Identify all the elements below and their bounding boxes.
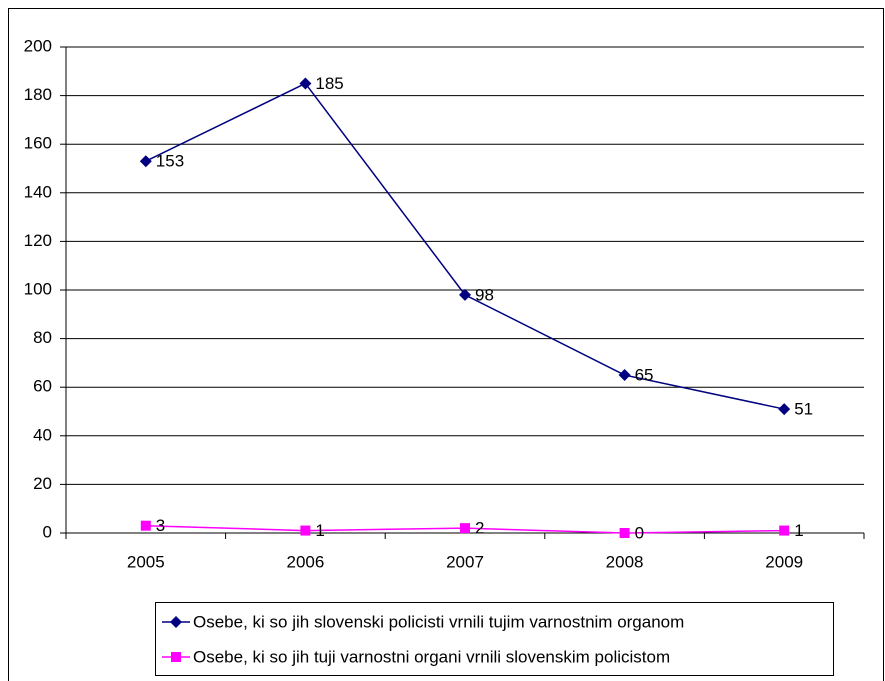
y-tick-label: 160 xyxy=(24,134,52,153)
legend-label: Osebe, ki so jih tuji varnostni organi v… xyxy=(193,647,670,666)
data-label: 0 xyxy=(635,523,644,542)
legend-box xyxy=(155,602,834,676)
marker xyxy=(300,525,311,536)
marker xyxy=(171,652,181,662)
y-tick-label: 20 xyxy=(33,474,52,493)
marker xyxy=(170,616,182,628)
marker xyxy=(618,369,631,382)
marker xyxy=(778,403,791,416)
data-label: 1 xyxy=(315,521,324,540)
y-tick-label: 120 xyxy=(24,231,52,250)
data-label: 51 xyxy=(794,400,813,419)
y-tick-label: 60 xyxy=(33,377,52,396)
marker xyxy=(779,525,790,536)
data-label: 98 xyxy=(475,285,494,304)
marker xyxy=(139,155,152,168)
legend-label: Osebe, ki so jih slovenski policisti vrn… xyxy=(193,612,684,631)
y-tick-label: 100 xyxy=(24,279,52,298)
y-tick-label: 80 xyxy=(33,328,52,347)
x-tick-label: 2008 xyxy=(606,552,644,571)
y-tick-label: 0 xyxy=(43,522,52,541)
y-tick-label: 140 xyxy=(24,182,52,201)
marker xyxy=(619,528,630,538)
y-tick-label: 180 xyxy=(24,85,52,104)
data-label: 3 xyxy=(156,516,165,535)
marker xyxy=(459,288,471,301)
x-tick-label: 2006 xyxy=(286,552,324,571)
data-label: 2 xyxy=(475,519,484,538)
x-tick-label: 2005 xyxy=(127,552,165,571)
y-tick-label: 200 xyxy=(24,36,52,55)
marker xyxy=(299,77,312,90)
data-label: 65 xyxy=(635,366,654,385)
y-tick-label: 40 xyxy=(33,425,52,444)
data-label: 185 xyxy=(315,74,343,93)
data-label: 1 xyxy=(794,521,803,540)
x-tick-label: 2007 xyxy=(446,552,484,571)
marker xyxy=(140,520,151,531)
x-tick-label: 2009 xyxy=(765,552,803,571)
chart-frame xyxy=(8,8,884,681)
marker xyxy=(460,523,470,534)
data-label: 153 xyxy=(156,152,184,171)
